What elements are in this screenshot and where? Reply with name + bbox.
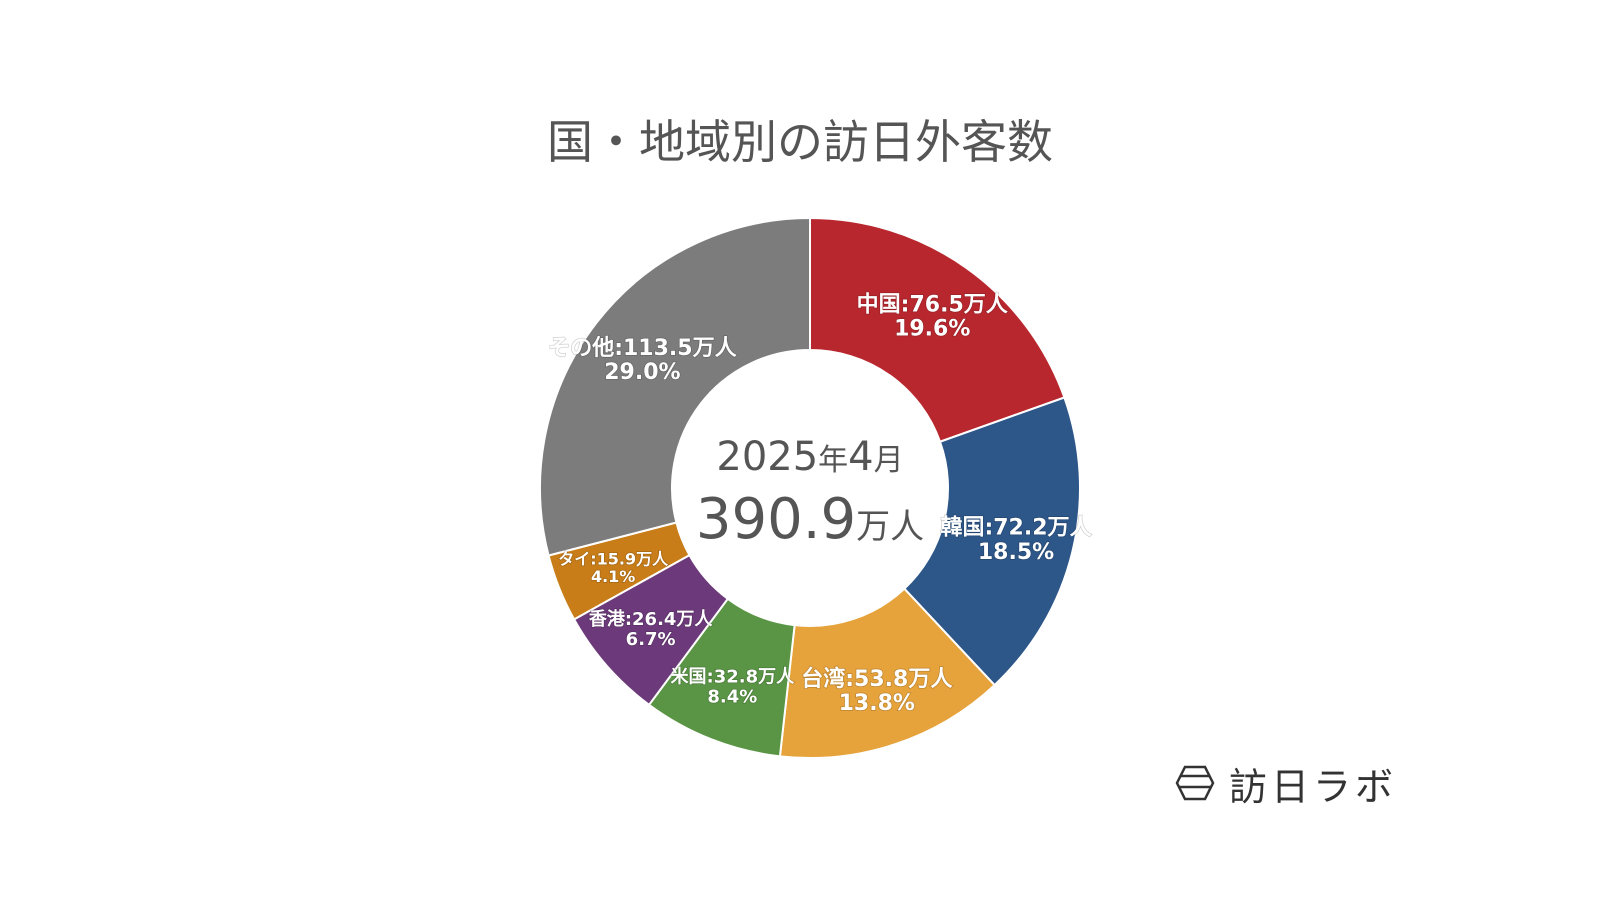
slice-value-label-6: その他:113.5万人	[548, 336, 736, 361]
donut-slices	[539, 216, 1081, 759]
center-month-unit: 月	[874, 443, 904, 478]
hexagon-logo-icon	[1175, 765, 1215, 801]
slice-value-label-5: タイ:15.9万人	[558, 549, 669, 568]
slice-percent-label-3: 8.4%	[707, 686, 757, 707]
center-year-unit: 年	[818, 443, 848, 478]
slice-6	[539, 216, 811, 557]
center-month-value: 4	[848, 434, 873, 480]
slice-percent-label-0: 19.6%	[894, 317, 970, 342]
center-total-unit: 万人	[856, 507, 924, 547]
slice-0	[809, 216, 1066, 444]
slice-value-label-3: 米国:32.8万人	[671, 666, 796, 688]
slice-percent-label-2: 13.8%	[839, 691, 915, 716]
center-year-value: 2025	[716, 434, 818, 480]
center-total-label: 390.9万人	[696, 487, 924, 552]
center-period-label: 2025年4月	[716, 434, 903, 480]
slice-2	[778, 587, 996, 759]
slice-percent-label-4: 6.7%	[626, 629, 676, 650]
center-total-value: 390.9	[696, 487, 856, 552]
slice-1	[902, 396, 1081, 687]
slice-value-label-1: 韓国:72.2万人	[940, 515, 1091, 541]
slice-value-label-0: 中国:76.5万人	[857, 292, 1008, 317]
slice-percent-label-6: 29.0%	[604, 360, 680, 385]
chart-title: 国・地域別の訪日外客数	[547, 115, 1053, 169]
slice-percent-label-1: 18.5%	[978, 540, 1054, 565]
slice-value-label-2: 台湾:53.8万人	[801, 666, 952, 692]
brand-name: 訪日ラボ	[1229, 764, 1398, 809]
brand-logo: 訪日ラボ	[1175, 758, 1398, 809]
slice-percent-label-5: 4.1%	[591, 567, 635, 586]
slice-value-label-4: 香港:26.4万人	[588, 609, 714, 630]
